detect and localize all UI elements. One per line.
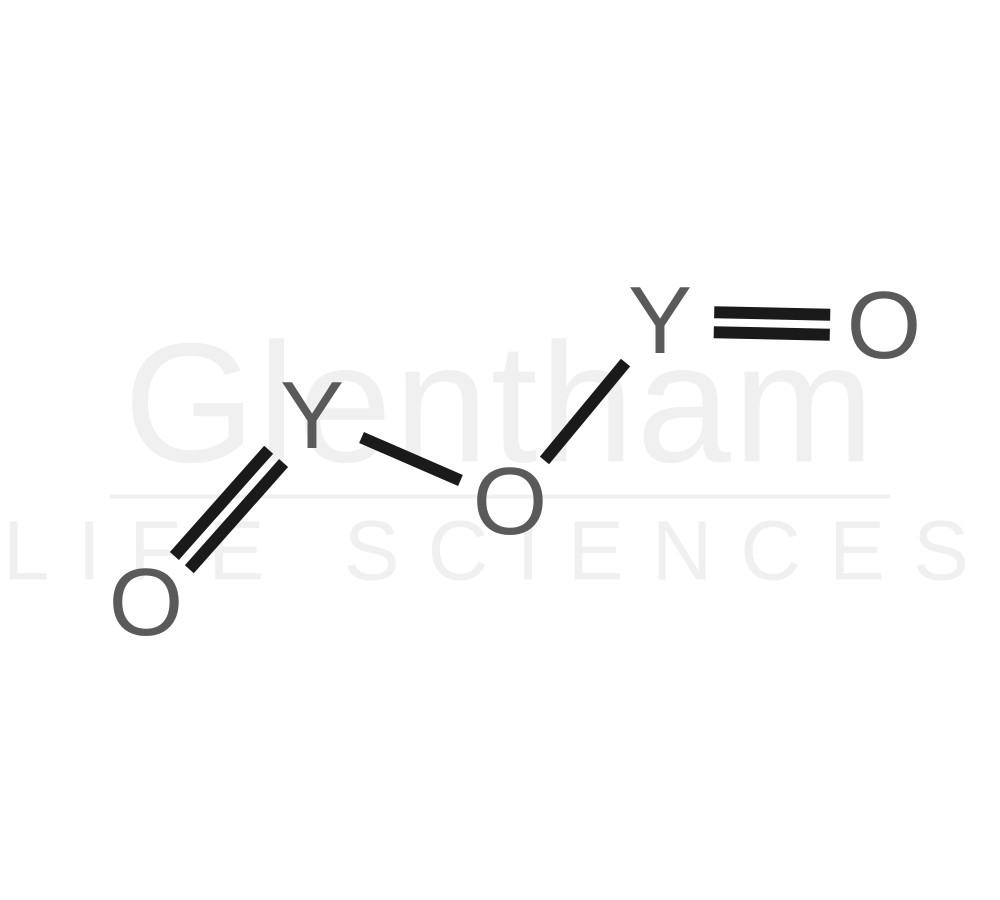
bond [714, 312, 830, 315]
atom-Y_right: Y [628, 273, 692, 369]
bond [362, 438, 461, 481]
atom-O_left: O [109, 555, 184, 651]
diagram-canvas: Glentham LIFE SCIENCES OYOYO [0, 0, 1000, 900]
atom-O_right: O [847, 278, 922, 374]
bond [544, 363, 625, 461]
bond [714, 332, 830, 335]
atom-Y_left: Y [280, 368, 344, 464]
atom-O_center: O [473, 454, 548, 550]
